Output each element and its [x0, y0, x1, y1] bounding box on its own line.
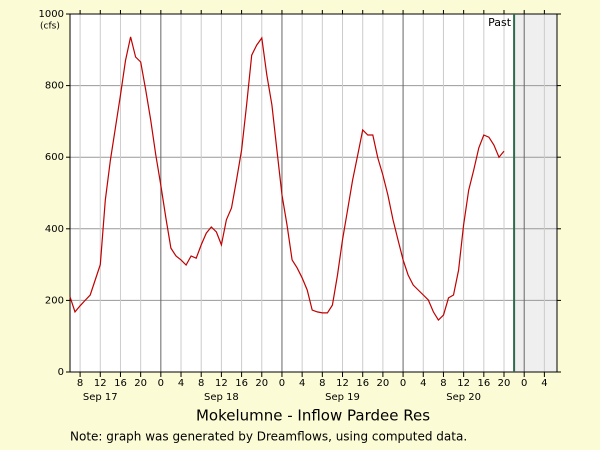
- x-tick-label: 12: [94, 378, 107, 389]
- past-label: Past: [488, 16, 512, 29]
- day-label: Sep 19: [325, 392, 360, 403]
- x-tick-label: 4: [178, 378, 184, 389]
- x-tick-label: 4: [299, 378, 305, 389]
- y-unit-label: (cfs): [40, 22, 60, 32]
- note: Note: graph was generated by Dreamflows,…: [70, 430, 467, 444]
- x-tick-label: 4: [420, 378, 426, 389]
- x-tick-label: 8: [77, 378, 83, 389]
- y-tick-label: 1000: [39, 9, 64, 20]
- x-tick-label: 8: [440, 378, 446, 389]
- x-tick-label: 12: [336, 378, 349, 389]
- x-tick-label: 0: [400, 378, 406, 389]
- x-tick-label: 20: [134, 378, 147, 389]
- data-line: [69, 36, 505, 322]
- day-label: Sep 17: [83, 392, 118, 403]
- y-tick-label: 0: [58, 367, 64, 378]
- y-tick-label: 800: [45, 81, 64, 92]
- day-label: Sep 20: [446, 392, 481, 403]
- y-tick-label: 200: [45, 295, 64, 306]
- x-tick-label: 16: [114, 378, 127, 389]
- x-tick-label: 0: [521, 378, 527, 389]
- x-tick-label: 4: [541, 378, 547, 389]
- y-tick-label: 400: [45, 224, 64, 235]
- x-tick-label: 20: [498, 378, 511, 389]
- x-tick-label: 8: [319, 378, 325, 389]
- x-tick-label: 8: [198, 378, 204, 389]
- y-tick-label: 600: [45, 152, 64, 163]
- day-label: Sep 18: [204, 392, 239, 403]
- x-tick-label: 16: [356, 378, 369, 389]
- plot-frame: [69, 13, 558, 373]
- x-tick-label: 16: [477, 378, 490, 389]
- x-tick-label: 12: [215, 378, 228, 389]
- chart-title: Mokelumne - Inflow Pardee Res: [196, 407, 430, 425]
- plot-area: [70, 14, 557, 372]
- x-tick-label: 20: [377, 378, 390, 389]
- x-tick-label: 12: [457, 378, 470, 389]
- x-tick-label: 16: [235, 378, 248, 389]
- x-tick-label: 0: [158, 378, 164, 389]
- future-region: [514, 14, 557, 372]
- x-tick-label: 20: [255, 378, 268, 389]
- x-tick-label: 0: [279, 378, 285, 389]
